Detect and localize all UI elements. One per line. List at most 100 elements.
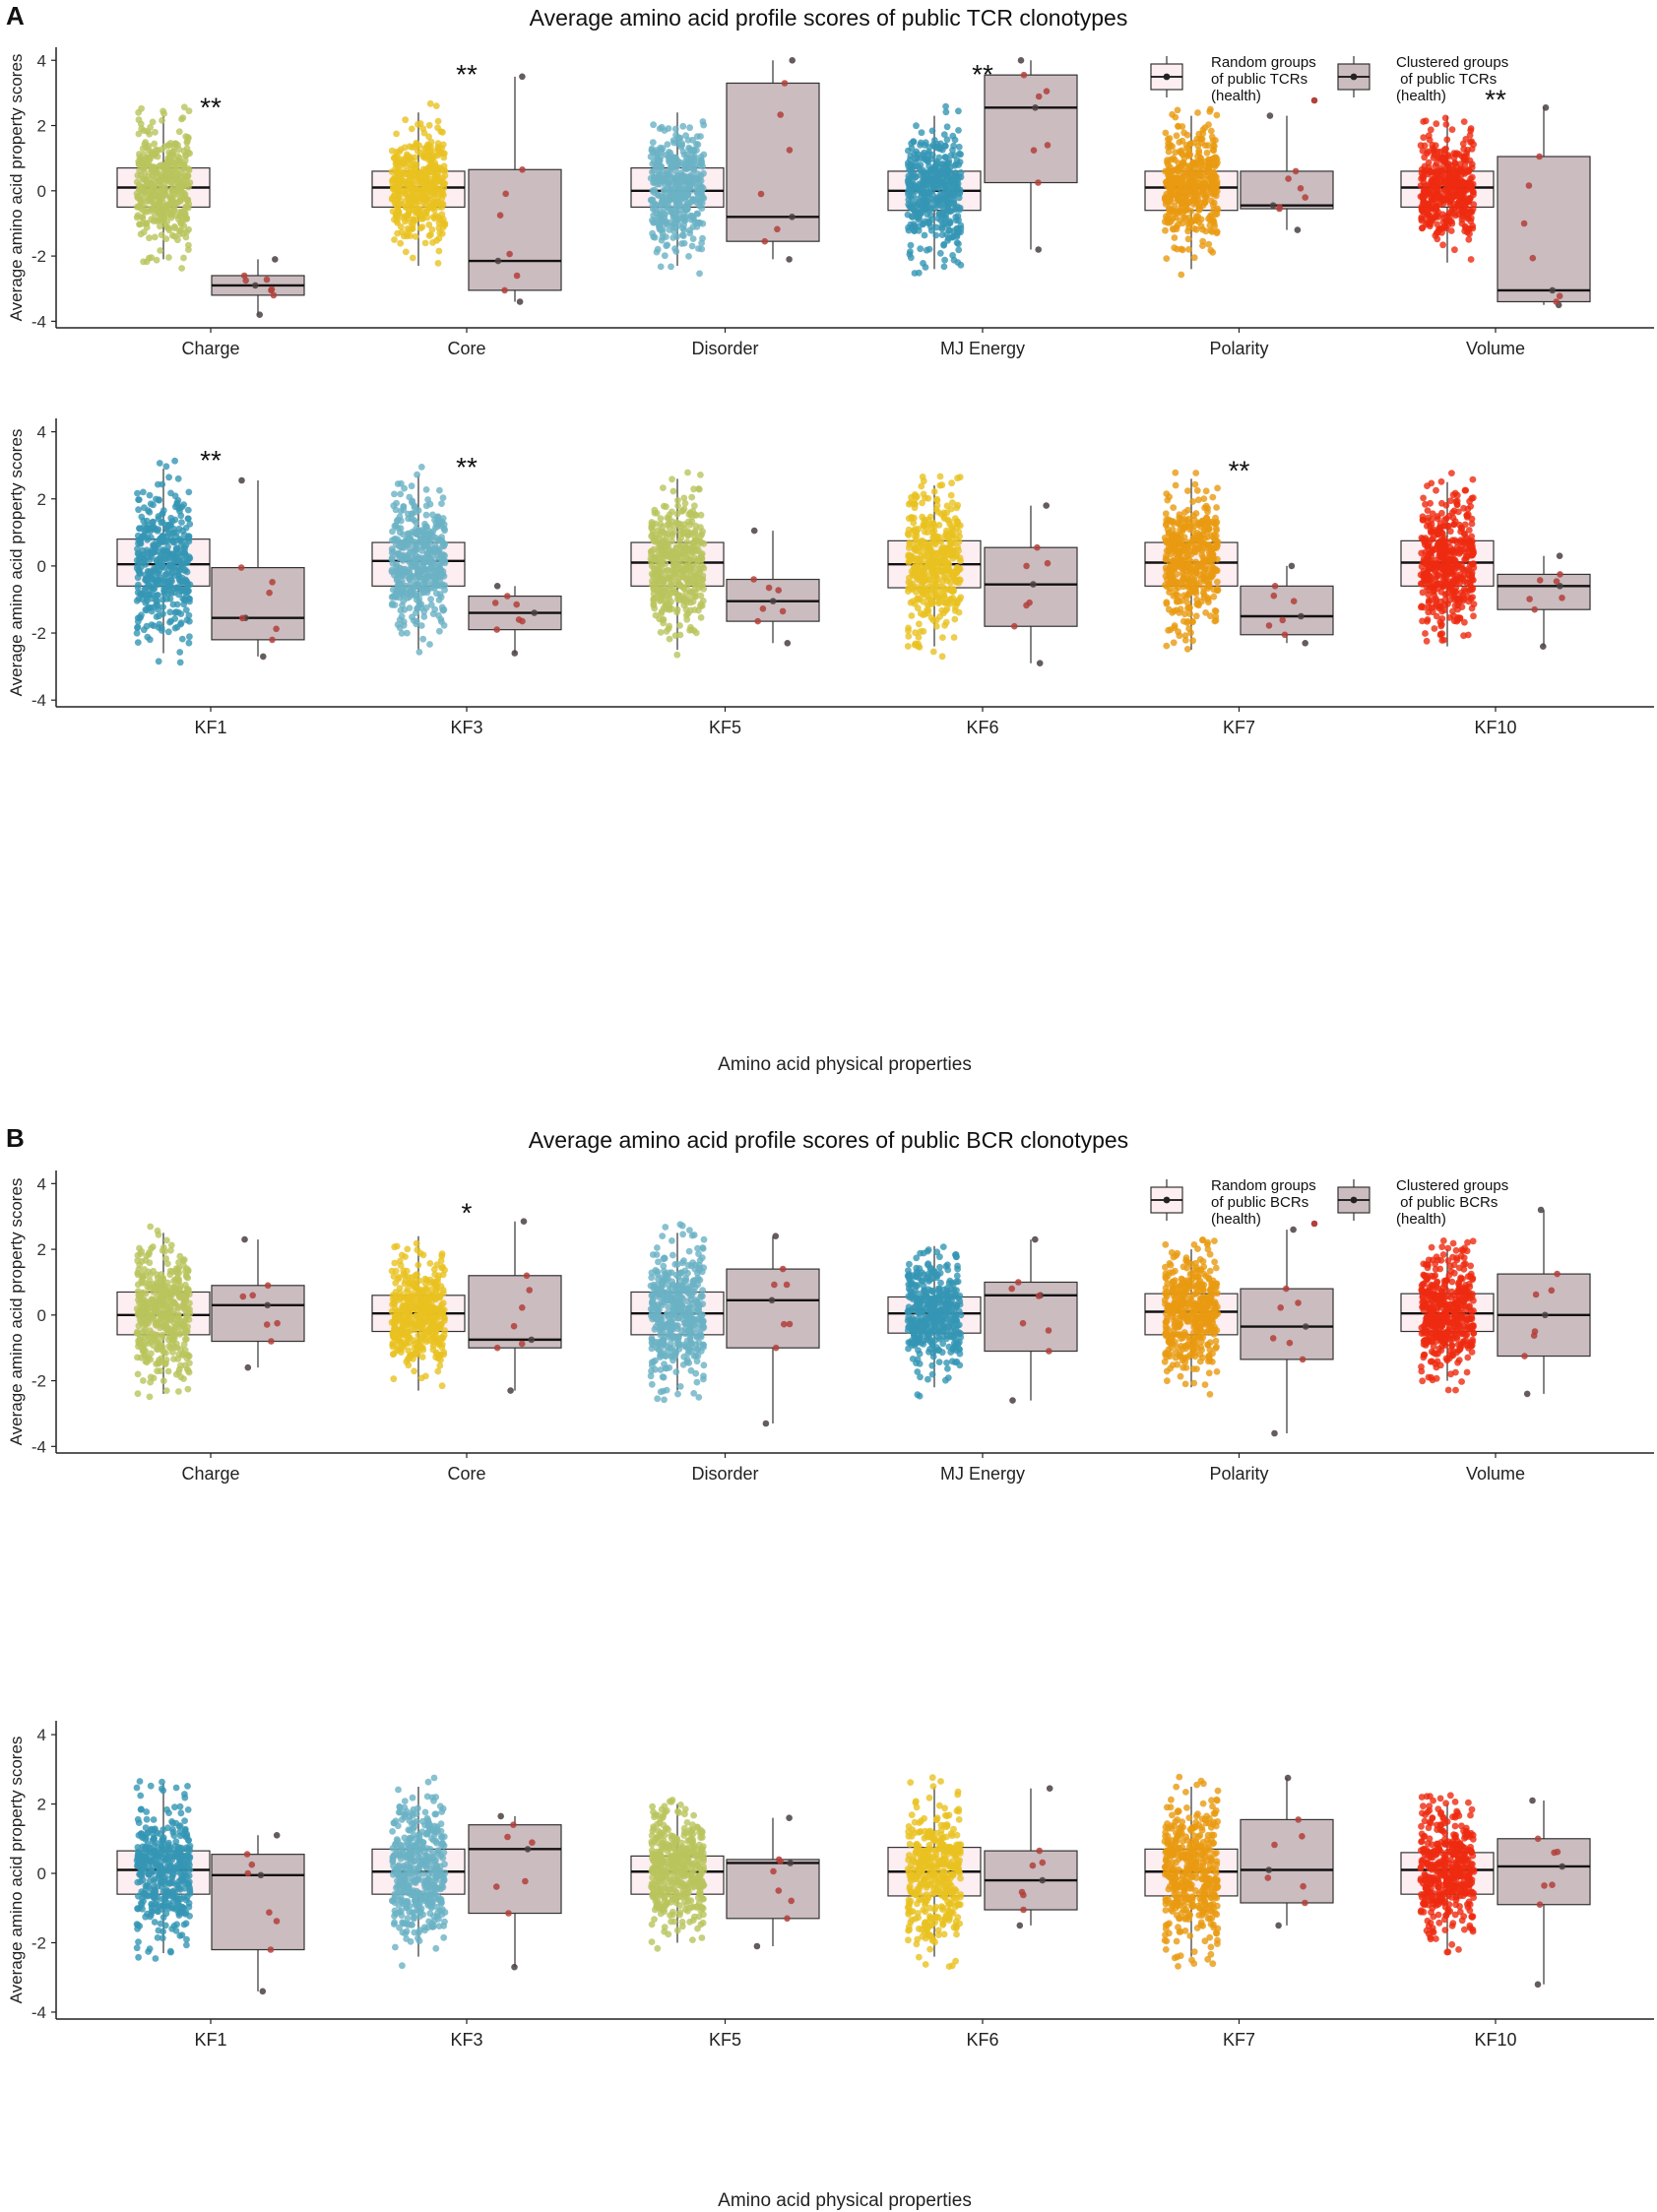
- y-tick-label: 2: [37, 117, 46, 136]
- clustered-point: [775, 587, 782, 594]
- clustered-point: [758, 191, 765, 198]
- random-point: [402, 218, 409, 224]
- clustered-point: [1036, 94, 1043, 100]
- random-point: [1166, 175, 1173, 182]
- random-point: [168, 157, 175, 163]
- random-point: [683, 616, 690, 623]
- random-point: [651, 565, 658, 572]
- random-point: [1177, 527, 1183, 534]
- random-point: [178, 265, 185, 272]
- random-point: [1184, 487, 1191, 494]
- clustered-box: [985, 547, 1077, 626]
- random-point: [684, 206, 691, 213]
- random-point: [167, 522, 174, 529]
- random-point: [159, 231, 165, 238]
- random-point: [945, 166, 952, 173]
- random-point: [1184, 507, 1191, 514]
- random-point: [155, 481, 161, 488]
- random-point: [669, 567, 676, 574]
- random-point: [682, 500, 689, 507]
- random-point: [439, 211, 446, 218]
- random-point: [418, 464, 425, 471]
- clustered-box: [1498, 157, 1590, 301]
- random-point: [1206, 108, 1213, 115]
- random-point: [419, 125, 426, 132]
- random-point: [937, 146, 944, 153]
- random-point: [926, 182, 933, 189]
- random-point: [956, 195, 963, 202]
- random-point: [428, 139, 435, 146]
- random-point: [1432, 173, 1438, 180]
- random-point: [688, 494, 695, 501]
- random-point: [1189, 618, 1196, 625]
- random-point: [135, 562, 142, 569]
- random-point: [923, 264, 929, 271]
- y-tick-label: 2: [37, 490, 46, 509]
- random-point: [924, 587, 930, 594]
- random-point: [928, 521, 935, 528]
- random-point: [946, 220, 953, 226]
- random-point: [389, 601, 396, 608]
- random-point: [403, 163, 410, 170]
- random-point: [159, 108, 166, 115]
- random-point: [183, 228, 190, 235]
- random-point: [951, 588, 958, 595]
- random-point: [440, 181, 447, 188]
- random-point: [1451, 246, 1458, 253]
- random-point: [136, 131, 143, 138]
- random-point: [181, 543, 188, 550]
- clustered-point: [513, 601, 520, 608]
- random-point: [1201, 505, 1208, 512]
- random-point: [1418, 142, 1425, 149]
- random-point: [912, 629, 919, 636]
- random-point: [1203, 541, 1210, 548]
- random-point: [1168, 192, 1175, 199]
- random-point: [1202, 228, 1209, 235]
- random-point: [393, 588, 400, 595]
- random-point: [1428, 126, 1434, 133]
- random-point: [919, 500, 925, 507]
- x-tick-label: KF10: [1474, 718, 1516, 737]
- random-point: [1173, 175, 1179, 182]
- random-point: [922, 232, 928, 239]
- random-point: [440, 220, 447, 226]
- random-point: [177, 220, 184, 226]
- random-point: [956, 576, 963, 583]
- random-point: [1460, 168, 1467, 175]
- y-axis-label: Average amino acid property scores: [7, 429, 26, 697]
- clustered-point: [1295, 226, 1302, 233]
- clustered-point: [269, 637, 276, 644]
- random-point: [692, 590, 699, 597]
- random-point: [422, 170, 429, 177]
- random-point: [1422, 189, 1429, 196]
- random-point: [424, 567, 431, 574]
- random-point: [689, 151, 696, 158]
- random-point: [1459, 221, 1466, 227]
- clustered-point: [519, 74, 526, 81]
- clustered-point: [1298, 613, 1305, 620]
- random-point: [666, 623, 672, 630]
- random-point: [1205, 216, 1212, 222]
- random-point: [652, 206, 659, 213]
- random-point: [389, 537, 396, 544]
- random-point: [655, 191, 662, 198]
- random-point: [1186, 610, 1193, 617]
- random-point: [1188, 208, 1195, 215]
- random-point: [905, 633, 912, 640]
- random-point: [1193, 510, 1200, 517]
- random-point: [158, 520, 164, 527]
- clustered-point: [1037, 660, 1044, 666]
- clustered-point: [492, 600, 499, 606]
- random-point: [947, 579, 954, 586]
- random-point: [1205, 142, 1212, 149]
- random-point: [413, 609, 419, 616]
- random-point: [1192, 470, 1199, 476]
- random-point: [1201, 595, 1208, 601]
- random-point: [917, 245, 924, 252]
- random-point: [154, 556, 160, 563]
- random-point: [436, 628, 443, 635]
- random-point: [175, 475, 182, 482]
- random-point: [1175, 107, 1181, 114]
- random-point: [1214, 579, 1221, 586]
- clustered-point: [789, 214, 796, 221]
